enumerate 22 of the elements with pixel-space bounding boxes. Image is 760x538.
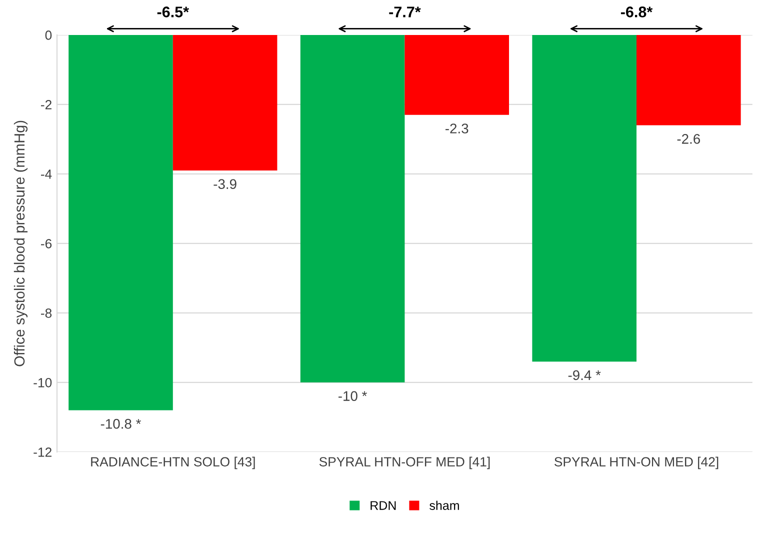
data-label: -9.4 *: [568, 370, 601, 380]
x-tick-label: RADIANCE-HTN SOLO [43]: [91, 456, 255, 470]
y-tick-label: -2: [40, 100, 52, 110]
y-tick-label: -12: [34, 447, 52, 457]
text: -7.7*: [389, 6, 421, 18]
text: -6.5*: [157, 6, 190, 18]
legend-label: sham: [430, 500, 459, 510]
data-label: -3.9: [214, 179, 236, 190]
data-label: -10.8 *: [100, 418, 141, 429]
y-tick-label: -8: [40, 308, 52, 318]
data-label: -10 *: [338, 391, 367, 401]
legend-label: RDN: [370, 501, 396, 510]
y-tick-label: -6: [40, 239, 52, 248]
text: -6.8*: [620, 6, 653, 18]
y-tick-label: -10: [34, 378, 52, 388]
data-label: -2.3: [446, 124, 468, 134]
x-tick-label: SPYRAL HTN-ON MED [42]: [554, 456, 718, 470]
y-tick-label: 0: [45, 30, 52, 40]
data-label: -2.6: [677, 134, 700, 144]
x-tick-label: SPYRAL HTN-OFF MED [41]: [319, 456, 490, 470]
y-axis-title: Office systolic blood pressure (mmHg): [14, 120, 28, 366]
y-tick-label: -4: [40, 170, 52, 179]
